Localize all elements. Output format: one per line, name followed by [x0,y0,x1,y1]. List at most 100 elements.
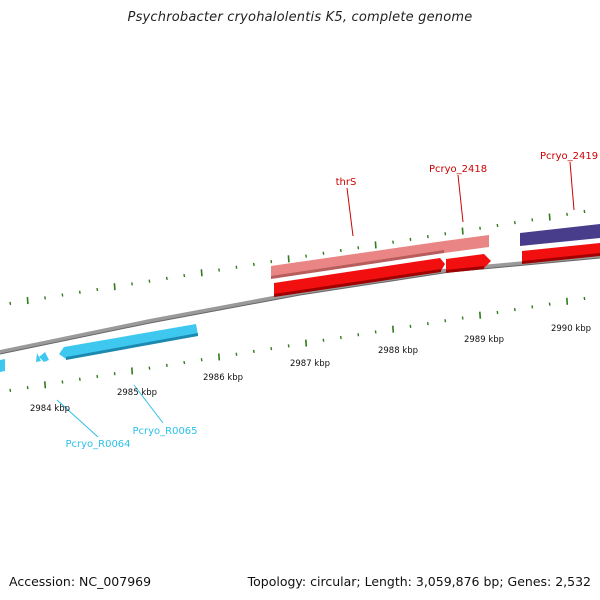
label-thrS: thrS [336,177,357,188]
minor-tick [61,293,64,297]
minor-tick [78,377,81,381]
gene-pcryo-2418-red-shadow [446,266,484,273]
minor-tick [270,260,273,264]
gene-pcryo-2418-pink[interactable] [444,235,489,253]
minor-tick [270,347,273,351]
minor-tick [583,209,586,214]
minor-tick [496,223,499,228]
leader-pcryo-r0064 [56,399,99,438]
label-pcryo-2419: Pcryo_2419 [540,151,598,162]
rna-pcryo-r0065-shadow [66,333,198,360]
minor-tick [444,319,447,323]
scale-label: 2988 kbp [378,346,418,356]
genome-title: Psychrobacter cryohalolentis K5, complet… [127,10,473,25]
minor-tick [61,380,64,384]
minor-tick [26,386,29,390]
major-tick [218,353,221,361]
minor-tick [235,352,238,356]
leader-pcryo-2418 [457,174,464,223]
minor-tick [322,338,325,342]
major-tick [461,227,464,235]
inner-tick-marks [9,296,586,393]
major-tick [113,283,116,291]
minor-tick [287,344,290,348]
minor-tick [9,388,12,393]
leader-thrS [346,187,354,237]
major-tick [287,255,290,263]
minor-tick [426,321,429,326]
scale-label: 2989 kbp [464,335,504,345]
minor-tick [583,296,586,301]
minor-tick [183,273,186,278]
minor-tick [392,240,394,244]
minor-tick [531,218,534,222]
outer-tick-marks [9,209,586,306]
minor-tick [461,316,464,320]
rna-left-edge[interactable] [0,359,5,372]
rna-small-1[interactable] [39,352,49,362]
rna-small-2[interactable] [36,353,41,362]
gene-thrS-pink[interactable] [271,241,444,278]
scale-label: 2987 kbp [290,359,330,369]
minor-tick [339,248,342,253]
minor-tick [548,302,551,306]
gene-pcryo-2419-red[interactable] [522,243,600,263]
minor-tick [252,262,255,267]
major-tick [566,297,569,305]
gene-pcryo-2419-red-shadow [522,253,600,264]
minor-tick [78,290,81,294]
minor-tick [235,265,238,269]
minor-tick [357,246,360,250]
accession-label: Accession: NC_007969 [9,574,152,589]
minor-tick [305,254,307,258]
scale-label: 2985 kbp [117,388,157,398]
minor-tick [165,363,168,367]
rna-pcryo-r0065[interactable] [59,324,198,359]
gene-thrS-pink-shadow [271,250,444,279]
minor-tick [339,335,342,340]
gene-thrS-red-shadow [274,269,441,297]
major-tick [479,311,482,319]
minor-tick [9,301,12,306]
major-tick [305,339,308,347]
minor-tick [513,308,516,312]
minor-tick [183,360,186,365]
major-tick [374,241,377,249]
minor-tick [513,221,516,225]
label-pcryo-2418: Pcryo_2418 [429,164,487,175]
gene-pcryo-2419-purple[interactable] [520,224,600,246]
minor-tick [426,234,429,239]
minor-tick [148,279,151,283]
scale-label: 2990 kbp [551,324,591,334]
minor-tick [218,268,220,272]
minor-tick [322,251,325,255]
label-pcryo-r0065: Pcryo_R0065 [132,426,197,437]
label-pcryo-r0064: Pcryo_R0064 [65,439,130,450]
minor-tick [44,296,46,300]
minor-tick [165,276,168,280]
major-tick [392,325,395,333]
minor-tick [200,358,203,362]
leader-pcryo-r0065 [133,384,164,424]
genome-backbone-shadow [0,257,600,355]
minor-tick [409,237,412,241]
minor-tick [252,349,255,354]
minor-tick [357,333,360,337]
major-tick [44,381,47,389]
minor-tick [96,374,99,379]
scale-label: 2986 kbp [203,373,243,383]
minor-tick [444,232,447,236]
major-tick [200,269,203,277]
minor-tick [374,330,377,334]
genome-summary: Topology: circular; Length: 3,059,876 bp… [247,574,591,589]
minor-tick [148,366,151,370]
minor-tick [113,372,116,376]
minor-tick [531,305,534,309]
gene-thrS-red[interactable] [274,258,445,296]
major-tick [131,367,134,375]
minor-tick [566,212,568,216]
major-tick [548,213,551,221]
scale-label: 2984 kbp [30,404,70,414]
minor-tick [479,226,481,230]
